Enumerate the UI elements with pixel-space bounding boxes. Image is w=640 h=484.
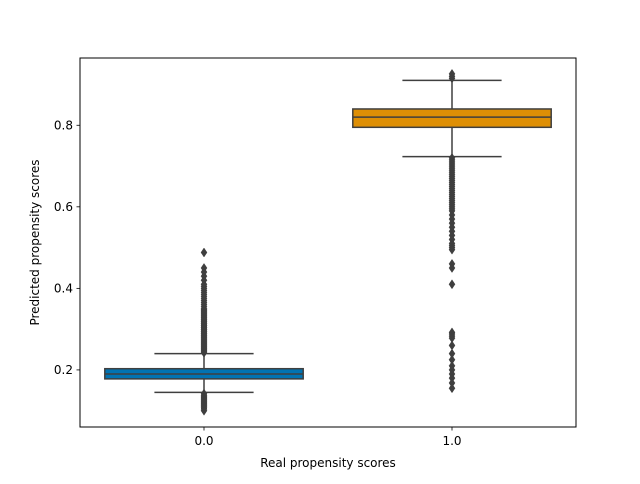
outlier-point bbox=[200, 263, 208, 273]
outlier-point bbox=[448, 263, 456, 273]
y-axis-label: Predicted propensity scores bbox=[28, 159, 42, 325]
y-axis: 0.2 0.4 0.6 0.8 bbox=[54, 118, 80, 377]
plot-marks bbox=[104, 68, 552, 416]
x-axis-label: Real propensity scores bbox=[260, 456, 396, 470]
x-tick-label: 0.0 bbox=[194, 434, 213, 448]
outlier-point bbox=[448, 68, 456, 79]
y-tick-label: 0.4 bbox=[54, 281, 73, 295]
outlier-point bbox=[448, 279, 456, 290]
box-group-0-0 bbox=[104, 247, 304, 416]
y-tick-label: 0.6 bbox=[54, 200, 73, 214]
y-tick-label: 0.2 bbox=[54, 363, 73, 377]
outlier-point bbox=[448, 383, 456, 394]
box-group-1-0 bbox=[352, 68, 552, 394]
outlier-point bbox=[448, 244, 456, 255]
outlier-point bbox=[200, 247, 208, 258]
outlier-point bbox=[448, 340, 456, 351]
x-tick-label: 1.0 bbox=[442, 434, 461, 448]
axes-frame bbox=[79, 57, 577, 428]
iqr-box bbox=[352, 108, 552, 129]
outlier-point bbox=[200, 405, 208, 416]
x-axis: 0.0 1.0 bbox=[194, 427, 462, 448]
y-tick-label: 0.8 bbox=[54, 118, 73, 132]
